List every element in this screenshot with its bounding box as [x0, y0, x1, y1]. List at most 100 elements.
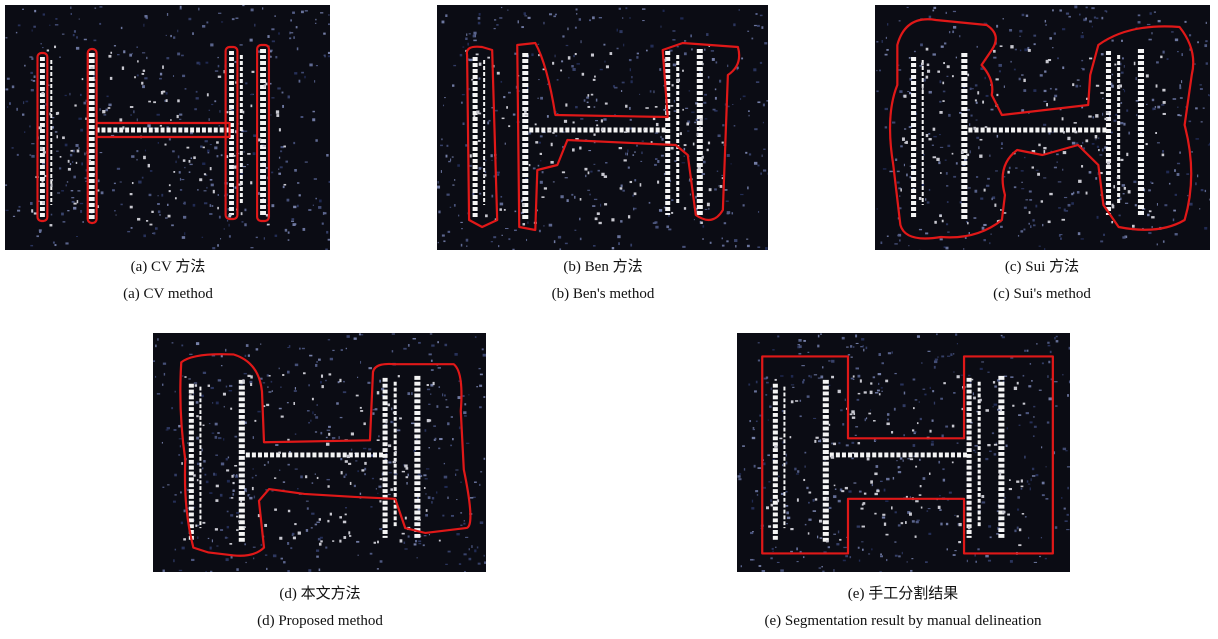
speckle	[411, 392, 412, 395]
speckle	[202, 25, 205, 28]
speckle	[226, 458, 228, 460]
speckle	[906, 174, 908, 177]
speckle	[18, 206, 20, 208]
speckle	[1155, 106, 1156, 108]
speckle	[18, 24, 21, 26]
bright-speckle	[406, 476, 409, 478]
speckle	[1104, 10, 1106, 12]
speckle	[244, 543, 246, 545]
speckle	[631, 80, 633, 83]
bright-speckle	[108, 55, 111, 58]
speckle	[142, 85, 145, 88]
speckle	[881, 241, 883, 244]
bright-speckle	[363, 422, 365, 425]
speckle	[1075, 85, 1078, 88]
speckle	[808, 519, 811, 521]
bright-speckle	[999, 472, 1001, 475]
speckle	[418, 540, 421, 542]
speckle	[907, 7, 909, 8]
speckle	[311, 527, 313, 528]
bright-speckle	[485, 214, 488, 217]
speckle	[831, 360, 834, 363]
bright-speckle	[929, 473, 931, 475]
bright-speckle	[1104, 118, 1107, 120]
speckle	[971, 115, 973, 117]
speckle	[17, 210, 20, 212]
speckle	[343, 391, 346, 393]
speckle	[462, 46, 464, 47]
speckle	[1029, 199, 1032, 201]
speckle	[764, 42, 767, 44]
speckle	[939, 495, 941, 496]
bright-speckle	[928, 138, 931, 140]
speckle	[143, 234, 146, 237]
bright-speckle	[961, 151, 964, 154]
bright-speckle	[915, 466, 917, 468]
speckle	[98, 179, 100, 182]
speckle	[828, 360, 830, 361]
speckle	[974, 190, 977, 193]
speckle	[997, 135, 998, 138]
page: (a) CV 方法 (a) CV method (b) Ben 方法 (b) B…	[0, 0, 1218, 639]
speckle	[760, 173, 762, 175]
speckle	[1148, 39, 1151, 41]
speckle	[446, 145, 448, 147]
speckle	[53, 242, 55, 244]
speckle	[202, 163, 205, 166]
speckle	[328, 339, 330, 340]
speckle	[179, 114, 182, 116]
speckle	[581, 40, 582, 43]
speckle	[312, 111, 314, 113]
speckle	[280, 150, 282, 152]
speckle	[953, 392, 955, 394]
speckle	[501, 7, 502, 8]
speckle	[571, 65, 574, 67]
bright-speckle	[348, 463, 351, 465]
speckle	[209, 110, 210, 111]
speckle	[460, 482, 461, 483]
bright-speckle	[202, 522, 205, 524]
speckle	[838, 531, 839, 534]
speckle	[758, 342, 760, 343]
speckle	[761, 26, 763, 29]
speckle	[1009, 167, 1011, 169]
bright-speckle	[264, 524, 267, 527]
speckle	[747, 245, 750, 247]
speckle	[263, 382, 265, 383]
bright-speckle	[850, 413, 853, 415]
speckle	[666, 225, 669, 228]
bright-speckle	[611, 218, 614, 221]
speckle	[164, 373, 165, 376]
speckle	[1007, 427, 1008, 429]
speckle	[206, 187, 207, 189]
bright-speckle	[229, 543, 232, 545]
speckle	[855, 435, 857, 436]
bright-speckle	[47, 49, 49, 51]
speckle	[299, 348, 301, 350]
speckle	[708, 208, 709, 210]
speckle	[621, 90, 622, 92]
bright-speckle	[141, 82, 143, 85]
speckle	[210, 179, 213, 181]
speckle	[446, 406, 449, 407]
speckle	[429, 353, 432, 355]
bright-speckle	[779, 438, 782, 440]
speckle	[71, 13, 72, 15]
speckle	[1050, 351, 1052, 353]
speckle	[767, 454, 770, 456]
speckle	[1034, 426, 1037, 428]
speckle	[1064, 508, 1066, 510]
speckle	[196, 437, 199, 440]
speckle	[308, 422, 310, 424]
speckle	[320, 12, 323, 13]
speckle	[491, 195, 493, 198]
speckle	[885, 108, 888, 110]
speckle	[196, 97, 199, 99]
speckle	[226, 386, 227, 388]
speckle	[466, 239, 469, 242]
speckle	[1167, 58, 1169, 60]
bright-speckle	[319, 543, 322, 546]
speckle	[162, 487, 164, 488]
bright-speckle	[972, 379, 974, 381]
speckle	[842, 337, 845, 340]
